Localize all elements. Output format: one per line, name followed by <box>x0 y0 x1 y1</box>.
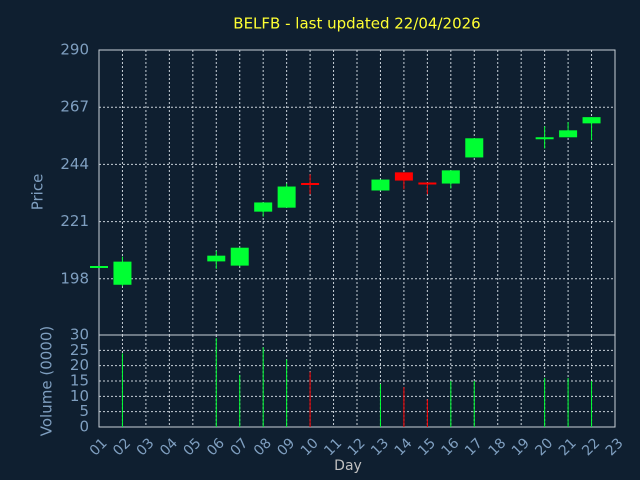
candle-body <box>582 117 601 124</box>
candle-body <box>465 138 484 158</box>
y2-axis-label: Volume (0000) <box>38 326 56 436</box>
y-tick-label: 198 <box>60 269 89 287</box>
y2-tick-label: 25 <box>70 341 89 359</box>
y2-tick-label: 15 <box>70 372 89 390</box>
chart-title: BELFB - last updated 22/04/2026 <box>233 15 480 33</box>
y-tick-label: 244 <box>60 155 89 173</box>
candle-body <box>559 130 578 138</box>
y2-tick-label: 0 <box>79 418 89 436</box>
y-axis-label: Price <box>29 174 47 211</box>
candle-body <box>277 186 296 208</box>
y-tick-label: 267 <box>60 98 89 116</box>
y2-tick-label: 10 <box>70 387 89 405</box>
candle-body <box>254 202 273 212</box>
candle-body <box>230 247 249 266</box>
candle-body <box>207 255 226 262</box>
y2-tick-label: 20 <box>70 356 89 374</box>
y2-tick-label: 30 <box>70 326 89 344</box>
candle-body <box>394 172 413 181</box>
x-axis-label: Day <box>334 458 362 474</box>
candle-body <box>371 179 390 191</box>
y-tick-label: 290 <box>60 41 89 59</box>
y-tick-label: 221 <box>60 212 89 230</box>
y2-tick-label: 5 <box>79 402 89 420</box>
candle-body <box>441 170 460 184</box>
candle-body <box>113 261 132 285</box>
